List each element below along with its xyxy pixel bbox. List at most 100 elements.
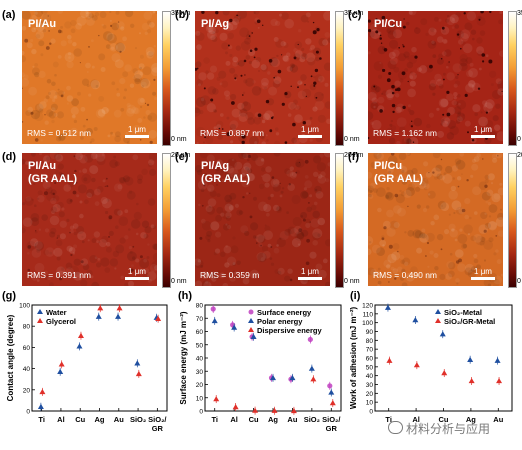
legend-label: Glycerol	[46, 317, 76, 326]
afm-image: PI/Au RMS = 0.512 nm 1 μm	[22, 11, 157, 144]
y-tick-label: 50	[196, 342, 204, 349]
data-point	[439, 331, 446, 337]
y-tick-label: 80	[366, 338, 374, 345]
y-tick-label: 60	[23, 345, 31, 352]
y-tick-label: 30	[366, 382, 374, 389]
sample-title: PI/Cu (GR AAL)	[374, 160, 424, 185]
data-point	[95, 313, 102, 319]
afm-texture	[368, 11, 503, 144]
scale-bar: 1 μm	[125, 125, 149, 138]
x-tick-label: Cu	[249, 415, 259, 424]
y-tick-label: 100	[362, 320, 373, 327]
colorbar	[508, 11, 517, 146]
data-point	[252, 407, 259, 413]
scale-bar: 1 μm	[471, 125, 495, 138]
colorbar-min-label: 0 nm	[171, 136, 187, 143]
y-tick-label: 50	[366, 364, 374, 371]
afm-texture	[195, 11, 330, 144]
panel-label: (f)	[348, 151, 359, 163]
rms-value: RMS = 0.512 nm	[27, 128, 92, 138]
x-tick-label: Cu	[75, 415, 85, 424]
data-point	[97, 305, 104, 311]
x-tick-label: SiO₂/	[322, 415, 341, 424]
data-point	[231, 324, 238, 330]
colorbar	[335, 153, 344, 288]
colorbar-max-label: 20 nm	[344, 152, 364, 159]
colorbar-min-label: 0 nm	[517, 136, 522, 143]
scale-bar-line	[471, 277, 495, 280]
legend-marker	[248, 327, 254, 332]
scale-bar-line	[471, 135, 495, 138]
afm-image: PI/Cu RMS = 1.162 nm 1 μm	[368, 11, 503, 144]
data-point	[270, 374, 276, 381]
legend-marker	[37, 318, 43, 323]
scale-bar: 1 μm	[471, 267, 495, 280]
watermark-label: 材料分析与应用	[406, 422, 491, 436]
afm-image: PI/Cu (GR AAL) RMS = 0.490 nm 1 μm	[368, 153, 503, 286]
x-tick-label: Au	[287, 415, 297, 424]
colorbar	[335, 11, 344, 146]
data-point	[134, 360, 141, 366]
legend-marker	[435, 309, 441, 314]
sample-title: PI/Au (GR AAL)	[28, 160, 78, 185]
afm-texture	[195, 153, 330, 286]
colorbar-max-label: 20 nm	[171, 152, 191, 159]
data-point	[441, 370, 448, 376]
scale-bar: 1 μm	[125, 267, 149, 280]
data-point	[250, 333, 257, 339]
scale-bar: 1 μm	[298, 267, 322, 280]
y-tick-label: 20	[23, 387, 31, 394]
panel-label: (d)	[2, 151, 17, 163]
y-axis-title: Contact angle (degree)	[6, 314, 15, 401]
data-point	[328, 389, 335, 395]
legend-label: SiO₂/GR-Metal	[444, 317, 495, 326]
afm-texture	[22, 153, 157, 286]
data-point	[413, 362, 420, 368]
colorbar-max-label: 35 nm	[344, 10, 364, 17]
data-point	[211, 317, 218, 324]
colorbar-min-label: 0 nm	[171, 278, 187, 285]
colorbar-max-label: 35 nm	[171, 10, 191, 17]
y-axis-title: Work of adhesion (mJ m⁻²)	[349, 307, 358, 410]
sample-title: PI/Ag	[201, 18, 230, 30]
y-tick-label: 40	[23, 366, 31, 373]
data-point	[308, 365, 315, 371]
colorbar	[508, 153, 517, 288]
y-tick-label: 60	[366, 356, 374, 363]
y-tick-label: 0	[199, 409, 203, 416]
x-tick-label: Al	[57, 415, 65, 424]
x-tick-label: Au	[114, 415, 124, 424]
x-tick-label: Cu	[439, 415, 449, 424]
y-tick-label: 10	[366, 400, 374, 407]
y-tick-label: 10	[196, 395, 204, 402]
scale-bar-line	[125, 277, 149, 280]
y-tick-label: 110	[363, 311, 374, 318]
data-point	[327, 383, 333, 389]
x-tick-label: SiO₂	[130, 415, 146, 424]
x-tick-label: Ti	[385, 415, 392, 424]
legend-label: SiO₂-Metal	[444, 308, 482, 317]
panel-label: (c)	[348, 9, 362, 21]
data-point	[307, 336, 313, 343]
data-point	[116, 305, 123, 311]
scale-bar-line	[298, 135, 322, 138]
x-tick-label: Ag	[268, 415, 278, 424]
legend-label: Dispersive energy	[257, 326, 322, 335]
panel-label: (a)	[2, 9, 16, 21]
data-point	[329, 400, 336, 406]
data-point	[468, 377, 475, 384]
watermark-text: 材料分析与应用	[388, 420, 490, 437]
wechat-icon	[388, 421, 403, 434]
x-tick-label: Ti	[38, 415, 45, 424]
panel-label: (h)	[178, 290, 192, 302]
data-point	[467, 356, 474, 362]
y-tick-label: 0	[26, 409, 30, 416]
data-point	[76, 343, 83, 349]
y-tick-label: 70	[196, 316, 204, 323]
colorbar	[162, 153, 171, 288]
scale-bar-label: 1 μm	[474, 267, 492, 276]
x-tick-label: GR	[326, 424, 338, 433]
x-tick-label: SiO₂	[304, 415, 320, 424]
afm-image: PI/Ag RMS = 0.897 nm 1 μm	[195, 11, 330, 144]
